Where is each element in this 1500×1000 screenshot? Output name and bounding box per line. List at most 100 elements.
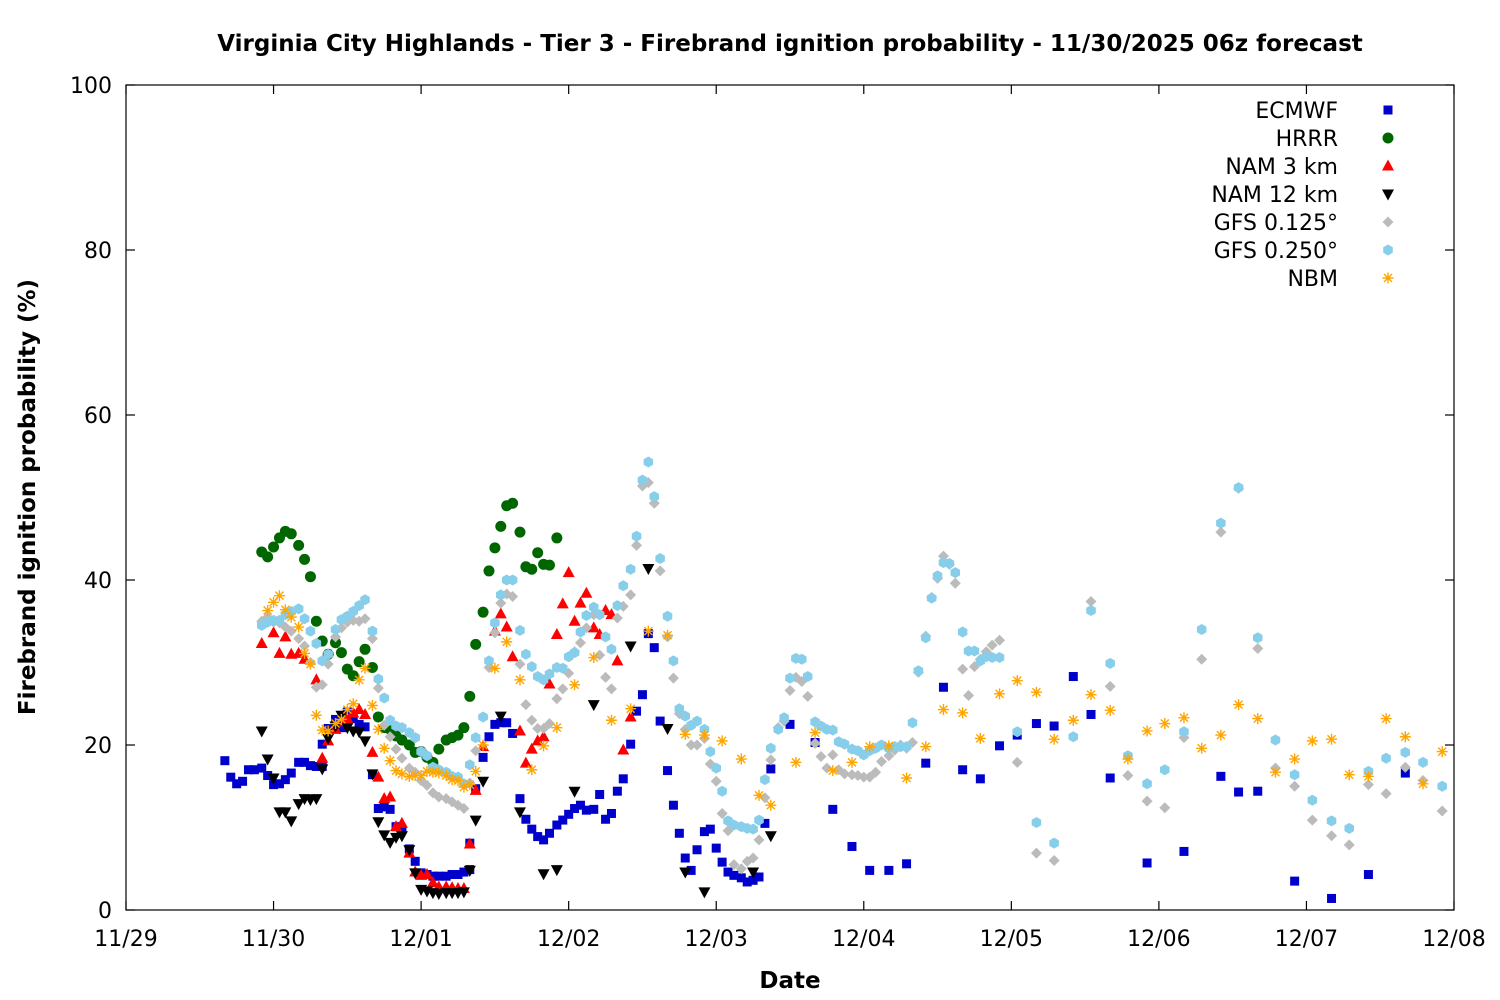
data-point bbox=[1306, 814, 1318, 826]
data-point bbox=[262, 551, 274, 563]
data-point bbox=[698, 887, 711, 899]
data-point bbox=[421, 779, 433, 791]
data-point bbox=[501, 636, 513, 648]
data-point bbox=[748, 823, 758, 835]
legend-marker bbox=[1383, 244, 1393, 256]
data-point bbox=[502, 718, 512, 728]
data-point bbox=[316, 724, 328, 736]
data-point bbox=[409, 868, 422, 880]
data-point bbox=[1196, 624, 1207, 635]
data-point bbox=[489, 627, 501, 639]
legend-marker bbox=[1382, 189, 1394, 201]
data-point bbox=[1159, 718, 1171, 730]
data-point bbox=[1216, 517, 1226, 529]
data-point bbox=[661, 724, 674, 735]
data-point bbox=[753, 789, 765, 801]
data-point bbox=[649, 643, 659, 653]
data-point bbox=[680, 853, 690, 863]
data-point bbox=[668, 800, 678, 810]
data-point bbox=[735, 753, 747, 765]
data-point bbox=[570, 804, 580, 814]
data-point bbox=[1326, 733, 1338, 745]
data-point bbox=[396, 752, 408, 764]
data-point bbox=[753, 834, 765, 846]
data-point bbox=[601, 814, 611, 824]
data-point bbox=[691, 739, 703, 751]
data-point bbox=[347, 670, 359, 682]
data-point bbox=[937, 704, 949, 716]
data-point bbox=[305, 625, 316, 637]
data-point bbox=[875, 756, 887, 767]
data-point bbox=[514, 658, 526, 670]
data-point bbox=[1141, 795, 1153, 807]
data-point bbox=[384, 755, 396, 767]
data-point bbox=[600, 631, 611, 643]
data-point bbox=[483, 565, 495, 577]
y-axis-label: Firebrand ignition probability (%) bbox=[15, 279, 41, 715]
data-point bbox=[581, 805, 591, 815]
data-point bbox=[273, 646, 286, 658]
data-point bbox=[335, 713, 347, 725]
data-point bbox=[662, 610, 673, 622]
data-point bbox=[226, 772, 236, 782]
data-point bbox=[322, 733, 335, 745]
data-point bbox=[526, 764, 538, 776]
data-point bbox=[642, 625, 654, 637]
data-point bbox=[317, 655, 328, 667]
data-point bbox=[506, 650, 519, 662]
data-point bbox=[477, 776, 490, 788]
data-point bbox=[514, 674, 526, 686]
data-point bbox=[1306, 735, 1318, 747]
data-point bbox=[551, 693, 563, 705]
data-point bbox=[558, 662, 568, 674]
data-point bbox=[1344, 822, 1354, 834]
data-point bbox=[1049, 721, 1059, 731]
data-point bbox=[1380, 788, 1392, 800]
data-point bbox=[1141, 725, 1153, 737]
data-point bbox=[626, 739, 636, 749]
data-point bbox=[322, 725, 334, 737]
data-point bbox=[1233, 482, 1244, 494]
data-point bbox=[395, 816, 408, 828]
data-point bbox=[304, 658, 316, 670]
data-point bbox=[543, 718, 555, 730]
data-point bbox=[353, 674, 365, 686]
data-point bbox=[680, 710, 690, 722]
data-point bbox=[1307, 794, 1318, 806]
data-point bbox=[729, 819, 739, 831]
data-point bbox=[605, 714, 617, 726]
data-point bbox=[520, 699, 532, 711]
data-point bbox=[920, 741, 932, 753]
data-point bbox=[1326, 815, 1337, 827]
data-point bbox=[1159, 802, 1171, 814]
data-point bbox=[828, 724, 838, 736]
data-point bbox=[1326, 830, 1338, 842]
data-point bbox=[527, 824, 537, 834]
data-point bbox=[1122, 770, 1134, 782]
data-point bbox=[735, 863, 747, 875]
data-point bbox=[705, 746, 716, 758]
data-point bbox=[384, 731, 396, 743]
data-point bbox=[543, 559, 555, 571]
data-point bbox=[717, 857, 727, 867]
data-point bbox=[564, 809, 574, 819]
data-point bbox=[551, 532, 563, 544]
data-point bbox=[317, 739, 327, 749]
data-point bbox=[1399, 731, 1411, 743]
data-point bbox=[827, 765, 839, 777]
data-point bbox=[716, 735, 728, 747]
y-tick-label: 60 bbox=[84, 404, 112, 429]
data-point bbox=[421, 868, 434, 880]
data-point bbox=[299, 647, 311, 659]
data-point bbox=[711, 762, 721, 774]
data-point bbox=[839, 768, 851, 780]
data-point bbox=[766, 742, 776, 754]
data-point bbox=[649, 491, 660, 503]
data-point bbox=[932, 570, 943, 582]
data-point bbox=[1343, 839, 1355, 851]
data-point bbox=[1215, 526, 1227, 538]
data-point bbox=[267, 773, 280, 785]
data-point bbox=[310, 709, 322, 721]
data-point bbox=[293, 621, 305, 633]
data-point bbox=[705, 824, 715, 834]
